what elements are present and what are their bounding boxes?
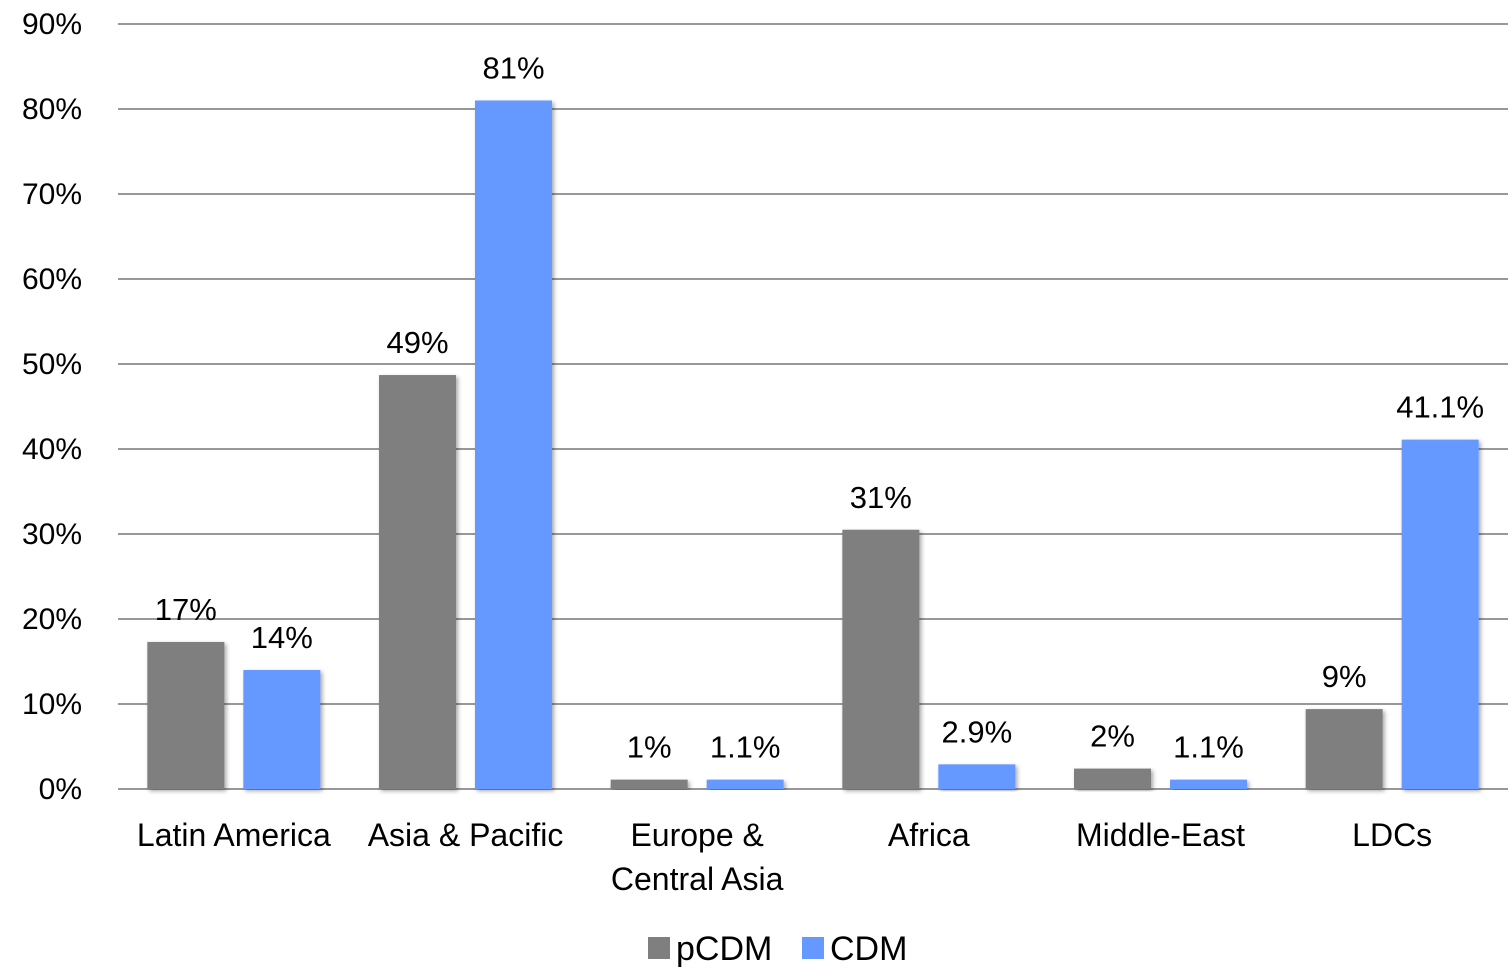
legend-label: pCDM <box>676 930 772 968</box>
gridlines <box>118 23 1508 790</box>
y-tick-label: 0% <box>39 773 82 806</box>
y-tick-label: 90% <box>22 8 82 41</box>
category-label: Europe & Central Asia <box>611 817 784 897</box>
y-tick-label: 50% <box>22 348 82 381</box>
bars <box>147 100 1479 789</box>
legend-item-cdm: CDM <box>802 930 907 968</box>
data-label-cdm: 41.1% <box>1396 390 1484 425</box>
category-label: Latin America <box>137 817 331 853</box>
legend-swatch <box>648 937 670 959</box>
bar-cdm-2 <box>706 779 784 789</box>
data-label-pcdm: 17% <box>155 592 217 627</box>
bar-pcdm-0 <box>147 641 225 789</box>
bar-cdm-3 <box>938 764 1016 789</box>
data-label-pcdm: 31% <box>850 480 912 515</box>
y-tick-label: 40% <box>22 433 82 466</box>
bar-pcdm-5 <box>1305 709 1383 789</box>
bar-pcdm-4 <box>1074 768 1151 789</box>
legend-label: CDM <box>830 930 907 968</box>
category-label: LDCs <box>1352 817 1432 853</box>
y-tick-label: 70% <box>22 178 82 211</box>
bar-cdm-5 <box>1401 439 1479 789</box>
y-tick-label: 20% <box>22 603 82 636</box>
data-label-pcdm: 49% <box>386 325 448 360</box>
category-label: Middle-East <box>1076 817 1245 853</box>
data-label-cdm: 1.1% <box>710 730 781 765</box>
data-labels: 17% 49% 1% 31% 2% 9% 14% 81% 1.1% 2.9% 1.1% 41.1% <box>155 51 1484 765</box>
data-label-cdm: 1.1% <box>1173 730 1244 765</box>
bar-cdm-1 <box>475 100 552 789</box>
bar-cdm-0 <box>243 670 321 789</box>
data-label-cdm: 81% <box>482 51 544 86</box>
x-axis-categories: Latin America Asia & Pacific Europe & Centr… <box>137 817 1432 897</box>
category-label: Asia & Pacific <box>368 817 564 853</box>
data-label-cdm: 14% <box>251 620 313 655</box>
y-tick-label: 30% <box>22 518 82 551</box>
y-tick-label: 80% <box>22 93 82 126</box>
bar-pcdm-2 <box>610 779 688 789</box>
y-tick-label: 10% <box>22 688 82 721</box>
legend-swatch <box>802 937 824 959</box>
y-tick-label: 60% <box>22 263 82 296</box>
data-label-pcdm: 9% <box>1322 659 1367 694</box>
data-label-pcdm: 1% <box>627 730 672 765</box>
y-axis-ticks: 0% 10% 20% 30% 40% 50% 60% 70% 80% 90% <box>22 8 82 806</box>
bar-cdm-4 <box>1170 779 1247 789</box>
legend: pCDM CDM <box>648 930 907 968</box>
data-label-cdm: 2.9% <box>941 714 1012 749</box>
bar-pcdm-1 <box>379 375 456 789</box>
data-label-pcdm: 2% <box>1090 719 1135 754</box>
bar-pcdm-3 <box>842 529 920 789</box>
category-label: Africa <box>888 817 970 853</box>
legend-item-pcdm: pCDM <box>648 930 772 968</box>
